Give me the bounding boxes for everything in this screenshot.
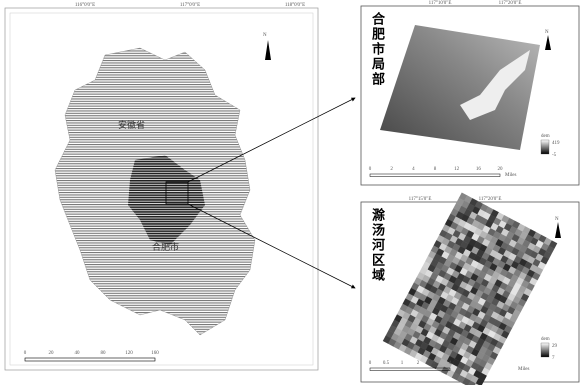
coord-label: 118°0'0"E bbox=[285, 3, 305, 8]
north-arrow bbox=[545, 35, 551, 50]
scale-tick-label: 12 bbox=[454, 167, 460, 172]
legend-high: 29 bbox=[552, 344, 558, 349]
scale-tick-label: 8 bbox=[434, 167, 437, 172]
legend-low: -5 bbox=[552, 153, 557, 158]
city-label: 合肥市 bbox=[152, 241, 179, 252]
legend-high: 419 bbox=[552, 141, 560, 146]
coord-label: 116°0'0"E bbox=[75, 3, 95, 8]
coord-label: 117°20'0"E bbox=[479, 197, 502, 202]
legend-ramp bbox=[541, 140, 549, 154]
province-label: 安徽省 bbox=[118, 119, 145, 130]
scale-tick-label: 40 bbox=[75, 351, 81, 356]
scale-tick-label: 1 bbox=[401, 361, 404, 366]
coord-label: 117°20'0"E bbox=[499, 1, 522, 6]
scale-tick-label: 0 bbox=[369, 167, 372, 172]
scale-tick-label: 4 bbox=[412, 167, 415, 172]
scale-tick-label: 0.5 bbox=[383, 361, 390, 366]
north-label: N bbox=[545, 30, 549, 35]
scale-unit: Miles bbox=[505, 173, 516, 178]
dem-raster bbox=[380, 25, 540, 150]
coord-label: 117°0'0"E bbox=[180, 3, 200, 8]
scale-tick-label: 160 bbox=[151, 351, 159, 356]
panel-title: 滁汤河区域 bbox=[367, 208, 386, 283]
scale-bar bbox=[25, 358, 155, 361]
panel-title: 合肥市局部 bbox=[367, 12, 386, 87]
scale-tick-label: 16 bbox=[476, 167, 482, 172]
legend-ramp bbox=[541, 343, 549, 357]
legend-low: 7 bbox=[552, 356, 555, 361]
scale-bar bbox=[370, 174, 500, 177]
scale-tick-label: 2 bbox=[417, 361, 420, 366]
coord-label: 117°15'0"E bbox=[409, 197, 432, 202]
dem-raster bbox=[383, 192, 558, 385]
north-arrow bbox=[265, 40, 271, 60]
scale-tick-label: 120 bbox=[125, 351, 133, 356]
scale-tick-label: 0 bbox=[369, 361, 372, 366]
scale-tick-label: 2 bbox=[390, 167, 393, 172]
legend-title: dem bbox=[541, 134, 550, 139]
north-label: N bbox=[555, 217, 559, 222]
scale-unit: Miles bbox=[518, 367, 529, 372]
scale-tick-label: 0 bbox=[24, 351, 27, 356]
coord-label: 117°10'0"E bbox=[429, 1, 452, 6]
figure: 安徽省 合肥市 N N N dem 419 -5 dem 29 7 Miles … bbox=[0, 0, 583, 385]
north-arrow bbox=[555, 222, 561, 238]
legend-title: dem bbox=[541, 337, 550, 342]
map-canvas: 安徽省 合肥市 N N N dem 419 -5 dem 29 7 Miles … bbox=[0, 0, 583, 385]
north-label: N bbox=[263, 33, 267, 38]
scale-tick-label: 20 bbox=[49, 351, 55, 356]
scale-tick-label: 20 bbox=[498, 167, 504, 172]
scale-tick-label: 80 bbox=[101, 351, 107, 356]
